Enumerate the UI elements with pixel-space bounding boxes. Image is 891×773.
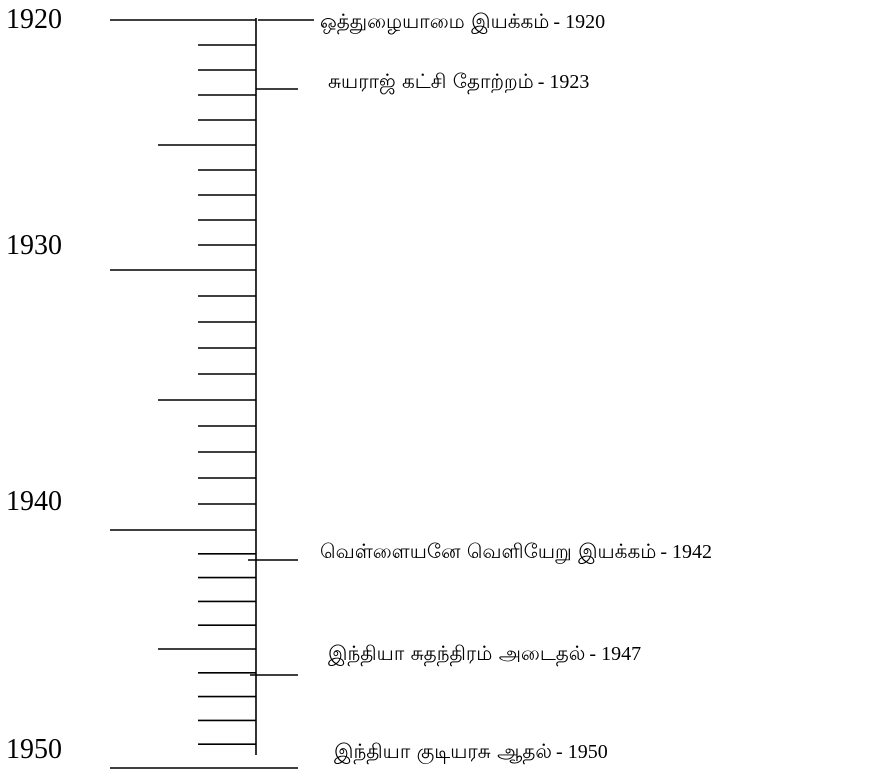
event-label-1920: ஒத்துழையாமை இயக்கம் - 1920 <box>320 9 605 34</box>
event-label-1950: இந்தியா குடியரசு ஆதல் - 1950 <box>334 739 608 764</box>
event-year: 1947 <box>601 643 641 665</box>
decade-label-1950: 1950 <box>6 734 62 765</box>
decade-label-1930: 1930 <box>6 230 62 261</box>
decade-label-1940: 1940 <box>6 486 62 517</box>
year-ticks <box>110 19 256 769</box>
event-label-1942: வெள்ளையனே வெளியேறு இயக்கம் - 1942 <box>320 539 712 564</box>
event-year: 1923 <box>549 71 589 93</box>
event-separator: - <box>553 11 565 33</box>
event-separator: - <box>538 71 550 93</box>
event-labels: ஒத்துழையாமை இயக்கம் - 1920 சுயராஜ் கட்சி… <box>320 9 712 764</box>
event-name: சுயராஜ் கட்சி தோற்றம் <box>328 69 534 95</box>
event-markers <box>248 19 314 769</box>
decade-labels: 1920 1930 1940 1950 <box>6 4 62 765</box>
event-label-1923: சுயராஜ் கட்சி தோற்றம் - 1923 <box>328 69 589 95</box>
event-name: வெள்ளையனே வெளியேறு இயக்கம் <box>320 539 656 564</box>
event-separator: - <box>556 741 568 763</box>
event-name: இந்தியா சுதந்திரம் அடைதல் <box>328 641 585 666</box>
event-name: ஒத்துழையாமை இயக்கம் <box>320 9 549 34</box>
event-year: 1920 <box>565 11 605 33</box>
decade-label-1920: 1920 <box>6 4 62 35</box>
event-year: 1950 <box>568 741 608 763</box>
event-label-1947: இந்தியா சுதந்திரம் அடைதல் - 1947 <box>328 641 641 666</box>
event-year: 1942 <box>672 541 712 563</box>
event-separator: - <box>660 541 672 563</box>
event-separator: - <box>589 643 601 665</box>
event-name: இந்தியா குடியரசு ஆதல் <box>334 739 552 764</box>
